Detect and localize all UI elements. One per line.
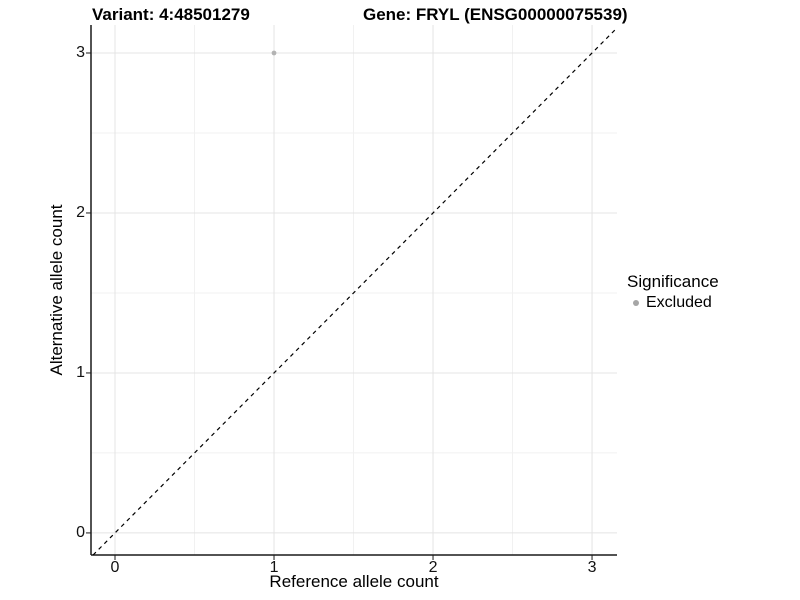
plot-title-gene: Gene: FRYL (ENSG00000075539) <box>363 5 628 24</box>
y-tick-label: 1 <box>76 363 85 381</box>
legend-title: Significance <box>627 272 719 291</box>
y-tick-label: 0 <box>76 523 85 541</box>
x-tick-label: 1 <box>269 559 279 576</box>
x-tick-label: 3 <box>587 559 597 576</box>
y-tick-label: 3 <box>76 43 85 61</box>
plot-title-variant: Variant: 4:48501279 <box>92 5 250 24</box>
x-tick-label: 0 <box>110 559 120 576</box>
data-point-excluded <box>271 50 277 56</box>
identity-dashed-line <box>92 27 618 556</box>
y-axis-title: Alternative allele count <box>47 204 66 376</box>
legend-item-excluded: Excluded <box>627 293 719 313</box>
legend: Significance Excluded <box>627 271 719 313</box>
x-axis-title: Reference allele count <box>269 572 439 591</box>
y-tick-label: 2 <box>76 203 85 221</box>
excluded-point-icon <box>633 300 639 306</box>
legend-item-label: Excluded <box>646 294 712 311</box>
x-tick-label: 2 <box>428 559 438 576</box>
